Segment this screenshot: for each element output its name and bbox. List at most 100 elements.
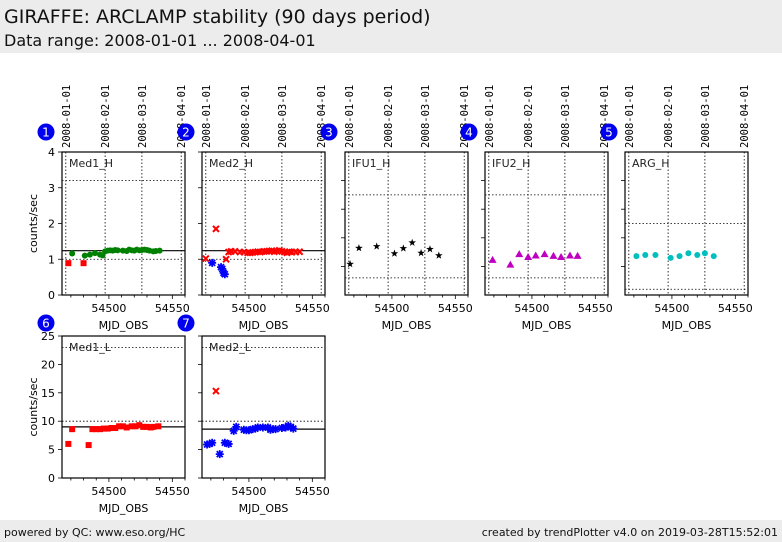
date-tick-label: 2008-01-01 bbox=[484, 85, 496, 148]
data-point bbox=[515, 250, 524, 258]
date-tick-label: 2008-01-01 bbox=[201, 85, 213, 148]
y-tick-label: 25 bbox=[41, 330, 55, 343]
data-point bbox=[685, 250, 692, 257]
axes-frame bbox=[61, 151, 186, 296]
data-point bbox=[112, 425, 119, 432]
x-axis-label: MJD_OBS bbox=[99, 319, 149, 332]
data-point bbox=[417, 249, 425, 257]
data-point bbox=[565, 251, 574, 259]
panel-number-label: 4 bbox=[465, 126, 473, 140]
data-point bbox=[573, 251, 582, 259]
data-point bbox=[540, 250, 549, 258]
data-point bbox=[132, 423, 139, 430]
data-point bbox=[549, 251, 558, 259]
data-point bbox=[212, 387, 220, 395]
y-tick-label: 1 bbox=[48, 253, 55, 266]
y-tick-label: 10 bbox=[41, 415, 55, 428]
axes-frame bbox=[344, 151, 469, 296]
panel-label: IFU1_H bbox=[352, 157, 390, 170]
series-ok bbox=[203, 421, 298, 459]
x-tick-label: 54550 bbox=[155, 302, 190, 315]
x-tick-label: 54500 bbox=[91, 302, 126, 315]
series-ok bbox=[488, 250, 582, 268]
series-outlier bbox=[65, 440, 92, 449]
data-point bbox=[224, 439, 233, 448]
x-tick-label: 54550 bbox=[295, 302, 330, 315]
data-point bbox=[116, 423, 123, 430]
data-point bbox=[93, 426, 100, 433]
header: GIRAFFE: ARCLAMP stability (90 days peri… bbox=[0, 0, 782, 53]
data-point bbox=[220, 270, 229, 279]
data-point bbox=[229, 426, 238, 435]
date-tick-label: 2008-02-01 bbox=[240, 85, 252, 148]
date-tick-label: 2008-01-01 bbox=[344, 85, 356, 148]
x-axis-label: MJD_OBS bbox=[522, 319, 572, 332]
date-tick-label: 2008-01-01 bbox=[624, 85, 636, 148]
panel-number-badge bbox=[320, 123, 338, 141]
data-point bbox=[143, 423, 150, 430]
data-point bbox=[65, 440, 72, 447]
data-point bbox=[251, 424, 260, 433]
plot-panel-6: 6 54500 54550 MJD_OBS 0 5 10 15 20 25 counts/sec Me… bbox=[27, 314, 190, 515]
data-point bbox=[215, 450, 224, 459]
data-point bbox=[694, 251, 701, 258]
series-outlier bbox=[208, 258, 229, 279]
data-point bbox=[150, 423, 157, 430]
data-point bbox=[69, 426, 76, 433]
data-point bbox=[531, 251, 540, 259]
y-tick-label: 3 bbox=[48, 182, 55, 195]
y-axis-label: counts/sec bbox=[27, 377, 40, 436]
data-point bbox=[114, 247, 121, 254]
data-point bbox=[399, 244, 408, 252]
data-point bbox=[701, 250, 708, 257]
data-point bbox=[208, 438, 217, 447]
panel-number-label: 6 bbox=[42, 317, 50, 331]
data-point bbox=[408, 238, 416, 246]
plot-panel-7: 7 54500 54550 MJD_OBS Med2_L bbox=[177, 314, 330, 515]
series-ok bbox=[69, 422, 162, 433]
plot-panel-4: 4 2008-01-01 2008-02-01 2008-03-01 2008-04-0… bbox=[460, 85, 613, 332]
data-point bbox=[271, 425, 280, 434]
data-point bbox=[81, 252, 88, 259]
panel-number-label: 5 bbox=[605, 126, 613, 140]
data-point bbox=[222, 255, 230, 263]
panel-label: Med1_H bbox=[69, 157, 113, 170]
date-tick-label: 2008-02-01 bbox=[383, 85, 395, 148]
x-tick-label: 54500 bbox=[374, 302, 409, 315]
data-point bbox=[123, 424, 130, 431]
x-axis-label: MJD_OBS bbox=[662, 319, 712, 332]
axes-frame bbox=[201, 335, 326, 479]
data-point bbox=[97, 426, 104, 433]
data-point bbox=[524, 252, 533, 260]
x-axis-label: MJD_OBS bbox=[382, 319, 432, 332]
x-tick-label: 54550 bbox=[295, 485, 330, 498]
data-point bbox=[284, 421, 293, 430]
x-tick-label: 54550 bbox=[718, 302, 753, 315]
date-tick-label: 2008-02-01 bbox=[663, 85, 675, 148]
date-tick-label: 2008-02-01 bbox=[523, 85, 535, 148]
data-point bbox=[426, 245, 434, 253]
data-point bbox=[212, 225, 220, 233]
data-point bbox=[202, 254, 210, 263]
axes-frame bbox=[484, 151, 609, 296]
data-point bbox=[676, 253, 683, 260]
data-point bbox=[100, 425, 107, 432]
panel-number-badge bbox=[37, 123, 55, 141]
data-point bbox=[258, 423, 267, 432]
y-tick-label: 5 bbox=[48, 444, 55, 457]
page-title: GIRAFFE: ARCLAMP stability (90 days peri… bbox=[4, 6, 431, 28]
data-point bbox=[136, 422, 143, 429]
data-point bbox=[89, 426, 96, 433]
data-point bbox=[104, 425, 111, 432]
series-outlier bbox=[65, 260, 87, 267]
data-point bbox=[435, 251, 443, 259]
data-point bbox=[69, 250, 76, 257]
data-point bbox=[218, 264, 227, 273]
data-point bbox=[390, 249, 399, 257]
data-point bbox=[295, 248, 304, 256]
x-tick-label: 54500 bbox=[91, 485, 126, 498]
panel-number-label: 7 bbox=[182, 317, 190, 331]
panel-label: Med2_L bbox=[209, 341, 252, 354]
panel-number-label: 2 bbox=[182, 126, 190, 140]
